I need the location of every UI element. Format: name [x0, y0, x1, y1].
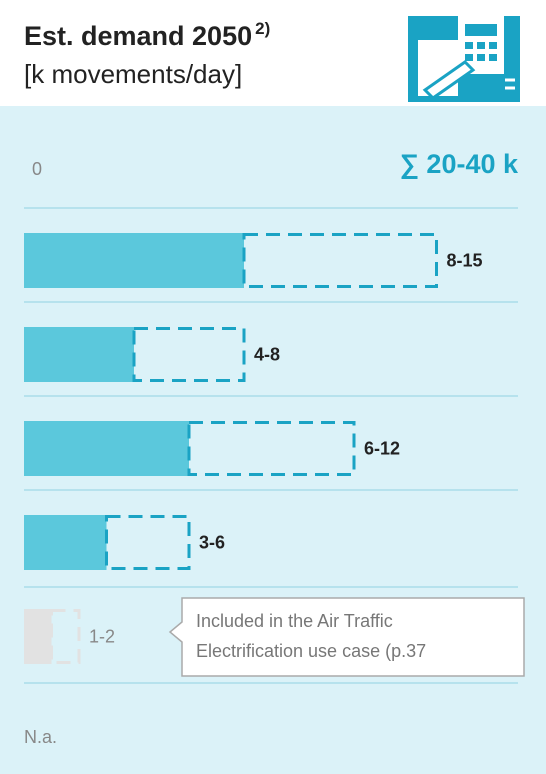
- range-box: [50, 609, 81, 664]
- total-label: ∑ 20-40 k: [400, 149, 519, 179]
- subtitle: [k movements/day]: [24, 59, 242, 89]
- value-label: 3-6: [199, 532, 225, 552]
- bar: [24, 327, 134, 382]
- na-label: N.a.: [24, 727, 57, 747]
- icon: [408, 16, 520, 102]
- range-box: [242, 233, 438, 288]
- value-label: 4-8: [254, 344, 280, 364]
- range-box: [105, 515, 191, 570]
- value-label: 1-2: [89, 626, 115, 646]
- bar: [24, 233, 244, 288]
- value-label: 8-15: [447, 250, 483, 270]
- bar: [24, 609, 52, 664]
- separators: [24, 207, 518, 684]
- bar: [24, 421, 189, 476]
- callout: Included in the Air Traffic Electrificat…: [168, 597, 525, 677]
- title-note: 2): [255, 19, 270, 38]
- range-box: [132, 327, 246, 382]
- chart-title: Est. demand 2050 2): [24, 19, 270, 51]
- callout-line: Included in the Air Traffic: [196, 611, 393, 631]
- callout-line: Electrification use case (p.37: [196, 641, 426, 661]
- title-text: Est. demand 2050: [24, 21, 252, 51]
- range-box: [187, 421, 356, 476]
- bar: [24, 515, 107, 570]
- axis-origin-label: 0: [32, 159, 42, 179]
- value-label: 6-12: [364, 438, 400, 458]
